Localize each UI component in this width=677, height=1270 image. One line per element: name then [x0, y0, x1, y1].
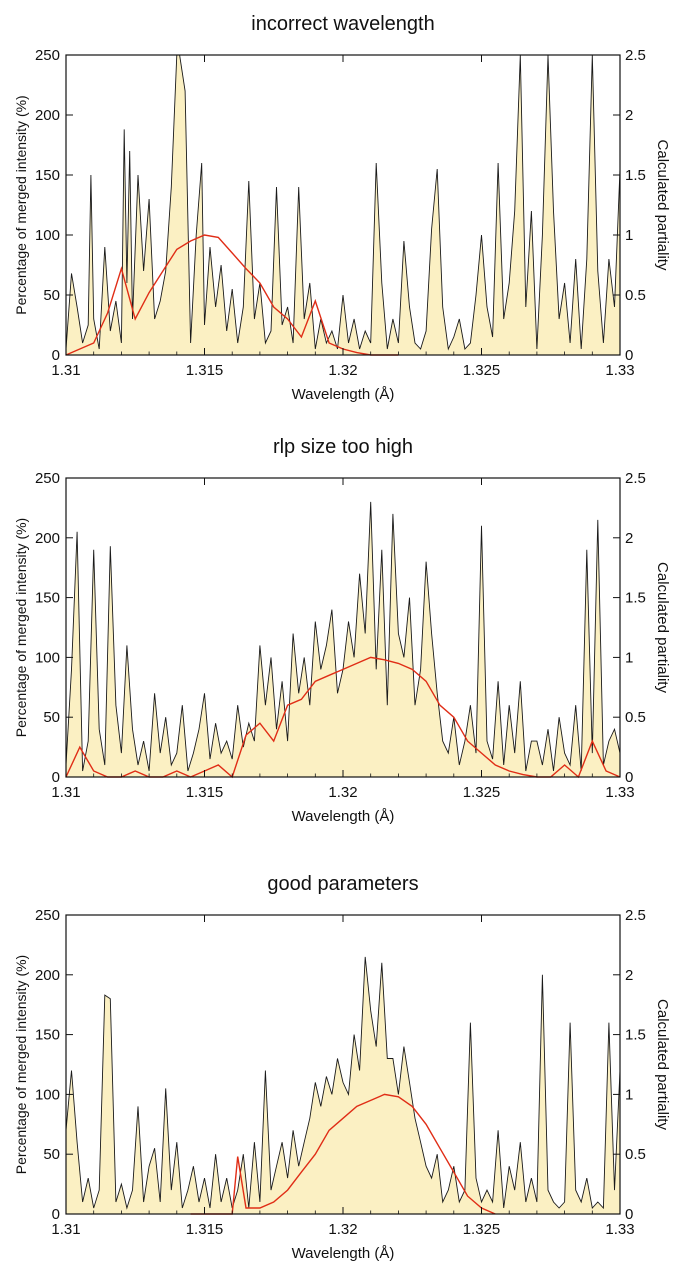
y2-tick-label: 2.5 [625, 47, 646, 64]
x-tick-label: 1.33 [605, 784, 634, 801]
y-axis-label: Percentage of merged intensity (%) [13, 955, 29, 1174]
y2-tick-label: 2 [625, 107, 633, 124]
y2-tick-label: 0.5 [625, 1146, 646, 1163]
x-tick-label: 1.32 [328, 1221, 357, 1238]
x-tick-label: 1.325 [463, 362, 501, 379]
y-tick-label: 0 [52, 347, 60, 364]
x-tick-label: 1.325 [463, 1221, 501, 1238]
x-tick-label: 1.31 [51, 784, 80, 801]
y-axis-label: Percentage of merged intensity (%) [13, 95, 29, 314]
x-tick-label: 1.315 [186, 784, 224, 801]
y2-axis-label: Calculated partiality [654, 999, 671, 1130]
y-tick-label: 250 [35, 470, 60, 487]
y2-tick-label: 1 [625, 649, 633, 666]
y2-tick-label: 1.5 [625, 590, 646, 607]
chart-title: rlp size too high [273, 436, 413, 458]
y-tick-label: 150 [35, 1027, 60, 1044]
y-tick-label: 250 [35, 47, 60, 64]
chart-title: good parameters [267, 873, 418, 895]
y-tick-label: 200 [35, 967, 60, 984]
y2-tick-label: 0 [625, 769, 633, 786]
x-tick-label: 1.325 [463, 784, 501, 801]
y2-tick-label: 0.5 [625, 709, 646, 726]
intensity-area [66, 55, 620, 355]
y2-tick-label: 2.5 [625, 907, 646, 924]
y2-tick-label: 1 [625, 227, 633, 244]
y2-tick-label: 1 [625, 1086, 633, 1103]
y2-tick-label: 0.5 [625, 287, 646, 304]
y2-tick-label: 2 [625, 530, 633, 547]
y-tick-label: 200 [35, 530, 60, 547]
y-axis-label: Percentage of merged intensity (%) [13, 518, 29, 737]
y2-tick-label: 1.5 [625, 1027, 646, 1044]
y-tick-label: 100 [35, 1086, 60, 1103]
y2-tick-label: 1.5 [625, 167, 646, 184]
y-tick-label: 100 [35, 649, 60, 666]
x-tick-label: 1.32 [328, 784, 357, 801]
chart-title: incorrect wavelength [251, 13, 434, 35]
y-tick-label: 50 [43, 287, 60, 304]
y-tick-label: 150 [35, 590, 60, 607]
x-axis-label: Wavelength (Å) [292, 808, 395, 825]
x-tick-label: 1.33 [605, 362, 634, 379]
y-tick-label: 250 [35, 907, 60, 924]
partiality-line [190, 1093, 496, 1215]
intensity-area [66, 956, 620, 1214]
y2-tick-label: 0 [625, 1206, 633, 1223]
y-tick-label: 100 [35, 227, 60, 244]
intensity-line [65, 54, 621, 351]
chart-panel-incorrect-wavelength: incorrect wavelength 1.31 1.315 1.32 1.325 1.… [13, 13, 671, 403]
y-tick-label: 150 [35, 167, 60, 184]
y2-tick-label: 0 [625, 347, 633, 364]
y-tick-label: 0 [52, 769, 60, 786]
y-tick-label: 200 [35, 107, 60, 124]
y2-tick-label: 2.5 [625, 470, 646, 487]
y2-tick-label: 2 [625, 967, 633, 984]
x-tick-label: 1.315 [186, 1221, 224, 1238]
x-tick-label: 1.32 [328, 362, 357, 379]
y-tick-label: 50 [43, 709, 60, 726]
x-tick-label: 1.33 [605, 1221, 634, 1238]
x-axis-label: Wavelength (Å) [292, 1245, 395, 1262]
x-tick-label: 1.315 [186, 362, 224, 379]
y-tick-label: 50 [43, 1146, 60, 1163]
y2-axis-label: Calculated partiality [654, 140, 671, 271]
x-tick-label: 1.31 [51, 1221, 80, 1238]
x-axis-label: Wavelength (Å) [292, 386, 395, 403]
y-tick-label: 0 [52, 1206, 60, 1223]
x-tick-label: 1.31 [51, 362, 80, 379]
intensity-line [65, 956, 621, 1210]
y2-axis-label: Calculated partiality [654, 562, 671, 693]
intensity-area [66, 501, 620, 777]
